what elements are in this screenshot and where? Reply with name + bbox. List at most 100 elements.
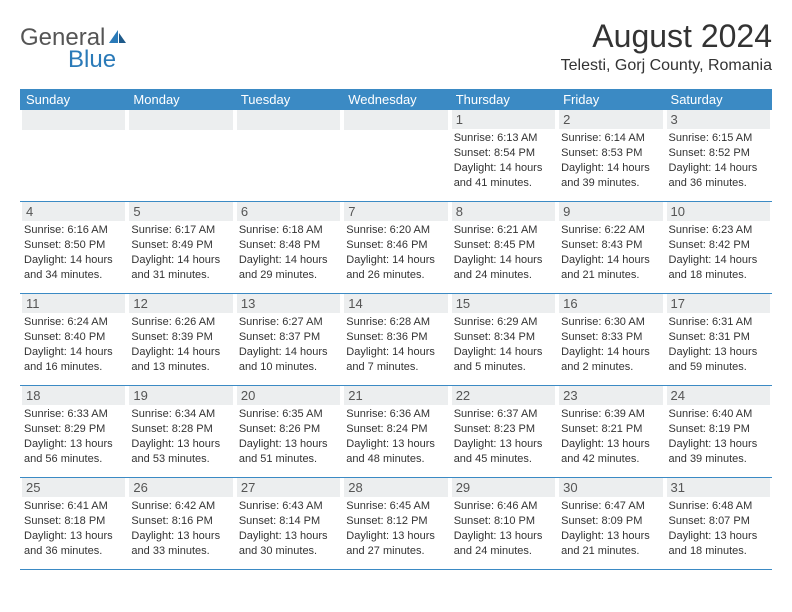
- daylight-text: Daylight: 14 hours and 36 minutes.: [669, 161, 768, 191]
- sunrise-text: Sunrise: 6:36 AM: [346, 407, 445, 422]
- day-cell: 24Sunrise: 6:40 AMSunset: 8:19 PMDayligh…: [665, 386, 772, 478]
- sunrise-text: Sunrise: 6:16 AM: [24, 223, 123, 238]
- day-cell: 25Sunrise: 6:41 AMSunset: 8:18 PMDayligh…: [20, 478, 127, 570]
- day-number: 23: [559, 386, 662, 405]
- sunrise-text: Sunrise: 6:47 AM: [561, 499, 660, 514]
- day-cell: 4Sunrise: 6:16 AMSunset: 8:50 PMDaylight…: [20, 202, 127, 294]
- daylight-text: Daylight: 13 hours and 53 minutes.: [131, 437, 230, 467]
- day-cell: 13Sunrise: 6:27 AMSunset: 8:37 PMDayligh…: [235, 294, 342, 386]
- day-cell: [127, 110, 234, 202]
- sunrise-text: Sunrise: 6:24 AM: [24, 315, 123, 330]
- sunrise-text: Sunrise: 6:17 AM: [131, 223, 230, 238]
- day-number: 12: [129, 294, 232, 313]
- day-number: 15: [452, 294, 555, 313]
- day-cell: 27Sunrise: 6:43 AMSunset: 8:14 PMDayligh…: [235, 478, 342, 570]
- day-number: 25: [22, 478, 125, 497]
- day-details: Sunrise: 6:48 AMSunset: 8:07 PMDaylight:…: [667, 499, 770, 558]
- day-header-row: Sunday Monday Tuesday Wednesday Thursday…: [20, 89, 772, 110]
- daylight-text: Daylight: 13 hours and 27 minutes.: [346, 529, 445, 559]
- header: GeneralBlue August 2024 Telesti, Gorj Co…: [20, 18, 772, 75]
- day-details: Sunrise: 6:30 AMSunset: 8:33 PMDaylight:…: [559, 315, 662, 374]
- day-cell: 15Sunrise: 6:29 AMSunset: 8:34 PMDayligh…: [450, 294, 557, 386]
- daylight-text: Daylight: 13 hours and 45 minutes.: [454, 437, 553, 467]
- day-number: [237, 110, 340, 130]
- day-number: 28: [344, 478, 447, 497]
- sunrise-text: Sunrise: 6:30 AM: [561, 315, 660, 330]
- day-number: 9: [559, 202, 662, 221]
- day-details: Sunrise: 6:17 AMSunset: 8:49 PMDaylight:…: [129, 223, 232, 282]
- sunset-text: Sunset: 8:24 PM: [346, 422, 445, 437]
- day-cell: 22 Sunrise: 6:37 AMSunset: 8:23 PMDayligh…: [450, 386, 557, 478]
- daylight-text: Daylight: 14 hours and 16 minutes.: [24, 345, 123, 375]
- day-number: 19: [129, 386, 232, 405]
- day-cell: 18Sunrise: 6:33 AMSunset: 8:29 PMDayligh…: [20, 386, 127, 478]
- sunrise-text: Sunrise: 6:15 AM: [669, 131, 768, 146]
- sunrise-text: Sunrise: 6:34 AM: [131, 407, 230, 422]
- day-header-cell: Saturday: [665, 89, 772, 110]
- day-details: Sunrise: 6:37 AMSunset: 8:23 PMDaylight:…: [452, 407, 555, 466]
- week-row: 25Sunrise: 6:41 AMSunset: 8:18 PMDayligh…: [20, 478, 772, 570]
- sunset-text: Sunset: 8:45 PM: [454, 238, 553, 253]
- sunrise-text: Sunrise: 6:13 AM: [454, 131, 553, 146]
- daylight-text: Daylight: 14 hours and 7 minutes.: [346, 345, 445, 375]
- day-number: 11: [22, 294, 125, 313]
- day-details: Sunrise: 6:27 AMSunset: 8:37 PMDaylight:…: [237, 315, 340, 374]
- sunrise-text: Sunrise: 6:43 AM: [239, 499, 338, 514]
- sunrise-text: Sunrise: 6:40 AM: [669, 407, 768, 422]
- sunrise-text: Sunrise: 6:27 AM: [239, 315, 338, 330]
- daylight-text: Daylight: 13 hours and 18 minutes.: [669, 529, 768, 559]
- daylight-text: Daylight: 14 hours and 31 minutes.: [131, 253, 230, 283]
- sunset-text: Sunset: 8:07 PM: [669, 514, 768, 529]
- sunset-text: Sunset: 8:28 PM: [131, 422, 230, 437]
- day-details: Sunrise: 6:21 AMSunset: 8:45 PMDaylight:…: [452, 223, 555, 282]
- daylight-text: Daylight: 13 hours and 21 minutes.: [561, 529, 660, 559]
- day-number: 1: [452, 110, 555, 129]
- day-details: Sunrise: 6:22 AMSunset: 8:43 PMDaylight:…: [559, 223, 662, 282]
- day-cell: 14Sunrise: 6:28 AMSunset: 8:36 PMDayligh…: [342, 294, 449, 386]
- day-cell: 5Sunrise: 6:17 AMSunset: 8:49 PMDaylight…: [127, 202, 234, 294]
- daylight-text: Daylight: 14 hours and 24 minutes.: [454, 253, 553, 283]
- day-number: 8: [452, 202, 555, 221]
- day-number: 30: [559, 478, 662, 497]
- sunrise-text: Sunrise: 6:23 AM: [669, 223, 768, 238]
- sunrise-text: Sunrise: 6:33 AM: [24, 407, 123, 422]
- daylight-text: Daylight: 14 hours and 18 minutes.: [669, 253, 768, 283]
- sunset-text: Sunset: 8:09 PM: [561, 514, 660, 529]
- sunrise-text: Sunrise: 6:48 AM: [669, 499, 768, 514]
- day-details: Sunrise: 6:45 AMSunset: 8:12 PMDaylight:…: [344, 499, 447, 558]
- day-details: Sunrise: 6:16 AMSunset: 8:50 PMDaylight:…: [22, 223, 125, 282]
- day-details: Sunrise: 6:36 AMSunset: 8:24 PMDaylight:…: [344, 407, 447, 466]
- sunrise-text: Sunrise: 6:42 AM: [131, 499, 230, 514]
- day-number: 6: [237, 202, 340, 221]
- daylight-text: Daylight: 13 hours and 56 minutes.: [24, 437, 123, 467]
- day-number: 16: [559, 294, 662, 313]
- day-details: Sunrise: 6:35 AMSunset: 8:26 PMDaylight:…: [237, 407, 340, 466]
- sunrise-text: Sunrise: 6:20 AM: [346, 223, 445, 238]
- day-details: Sunrise: 6:34 AMSunset: 8:28 PMDaylight:…: [129, 407, 232, 466]
- sunrise-text: Sunrise: 6:29 AM: [454, 315, 553, 330]
- sunset-text: Sunset: 8:10 PM: [454, 514, 553, 529]
- sunrise-text: Sunrise: 6:21 AM: [454, 223, 553, 238]
- sunset-text: Sunset: 8:31 PM: [669, 330, 768, 345]
- daylight-text: Daylight: 13 hours and 39 minutes.: [669, 437, 768, 467]
- day-cell: [235, 110, 342, 202]
- sunrise-text: Sunrise: 6:37 AM: [454, 407, 553, 422]
- day-number: 2: [559, 110, 662, 129]
- day-number: 22: [452, 386, 555, 405]
- sunset-text: Sunset: 8:19 PM: [669, 422, 768, 437]
- sunset-text: Sunset: 8:49 PM: [131, 238, 230, 253]
- day-cell: 17Sunrise: 6:31 AMSunset: 8:31 PMDayligh…: [665, 294, 772, 386]
- day-cell: 3Sunrise: 6:15 AMSunset: 8:52 PMDaylight…: [665, 110, 772, 202]
- sunset-text: Sunset: 8:43 PM: [561, 238, 660, 253]
- title-block: August 2024 Telesti, Gorj County, Romani…: [561, 18, 772, 75]
- day-cell: 28 Sunrise: 6:45 AMSunset: 8:12 PMDayligh…: [342, 478, 449, 570]
- sunrise-text: Sunrise: 6:14 AM: [561, 131, 660, 146]
- day-number: 31: [667, 478, 770, 497]
- day-cell: 8 Sunrise: 6:21 AMSunset: 8:45 PMDaylight…: [450, 202, 557, 294]
- week-row: 18Sunrise: 6:33 AMSunset: 8:29 PMDayligh…: [20, 386, 772, 478]
- sunset-text: Sunset: 8:42 PM: [669, 238, 768, 253]
- day-details: Sunrise: 6:15 AMSunset: 8:52 PMDaylight:…: [667, 131, 770, 190]
- daylight-text: Daylight: 13 hours and 36 minutes.: [24, 529, 123, 559]
- sunset-text: Sunset: 8:37 PM: [239, 330, 338, 345]
- day-cell: 2Sunrise: 6:14 AMSunset: 8:53 PMDaylight…: [557, 110, 664, 202]
